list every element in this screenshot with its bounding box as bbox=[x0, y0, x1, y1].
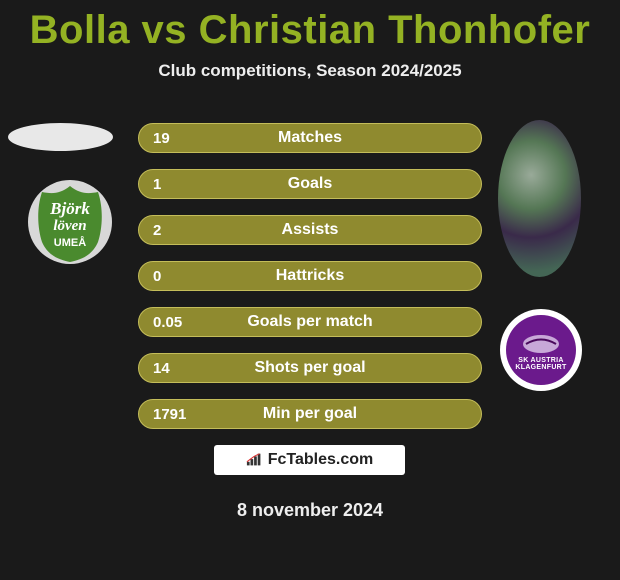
stat-label: Min per goal bbox=[139, 405, 481, 423]
club-badge-left: Björk löven UMEÅ bbox=[20, 180, 120, 305]
player-left-placeholder bbox=[8, 123, 113, 151]
subtitle: Club competitions, Season 2024/2025 bbox=[0, 61, 620, 81]
stat-label: Goals per match bbox=[139, 313, 481, 331]
badge-left-line3: UMEÅ bbox=[54, 236, 86, 249]
club-badge-right: SK AUSTRIA KLAGENFURT bbox=[500, 309, 582, 391]
fctables-branding: FcTables.com bbox=[214, 445, 405, 475]
stat-row: 0.05Goals per match bbox=[138, 307, 482, 337]
page-title: Bolla vs Christian Thonhofer bbox=[0, 0, 620, 53]
bars-icon bbox=[246, 453, 264, 467]
stat-row: 2Assists bbox=[138, 215, 482, 245]
stats-list: 19Matches 1Goals 2Assists 0Hattricks 0.05Goa… bbox=[138, 123, 482, 445]
stat-row: 1791Min per goal bbox=[138, 399, 482, 429]
stat-label: Goals bbox=[139, 175, 481, 193]
badge-left-line1: Björk bbox=[49, 199, 90, 218]
stat-label: Matches bbox=[139, 129, 481, 147]
fctables-label: FcTables.com bbox=[268, 451, 374, 469]
stat-row: 0Hattricks bbox=[138, 261, 482, 291]
stat-row: 1Goals bbox=[138, 169, 482, 199]
badge-right-line2: KLAGENFURT bbox=[506, 364, 576, 371]
badge-left-line2: löven bbox=[53, 218, 86, 234]
stat-row: 14Shots per goal bbox=[138, 353, 482, 383]
badge-right-line1: SK AUSTRIA bbox=[506, 357, 576, 364]
stat-row: 19Matches bbox=[138, 123, 482, 153]
date-label: 8 november 2024 bbox=[0, 500, 620, 521]
badge-right-graphic bbox=[523, 335, 559, 353]
player-right-photo bbox=[498, 120, 581, 277]
stat-label: Hattricks bbox=[139, 267, 481, 285]
stat-label: Shots per goal bbox=[139, 359, 481, 377]
stat-label: Assists bbox=[139, 221, 481, 239]
